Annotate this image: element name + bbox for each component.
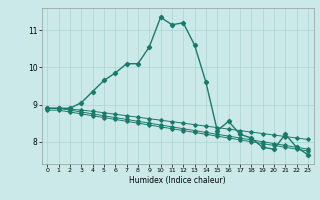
X-axis label: Humidex (Indice chaleur): Humidex (Indice chaleur)	[129, 176, 226, 185]
